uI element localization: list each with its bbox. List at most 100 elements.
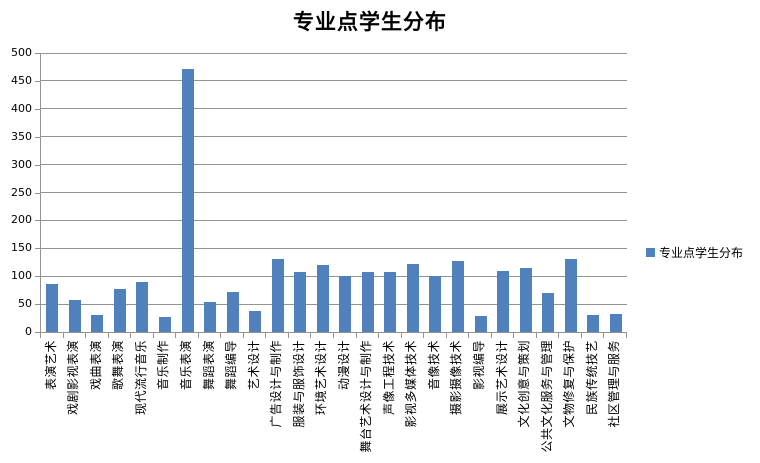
x-category-label: 戏剧影视表演	[66, 340, 81, 416]
plot-area	[40, 52, 627, 333]
x-axis-tick	[445, 333, 447, 338]
bar	[384, 272, 397, 332]
y-axis-tick	[35, 53, 40, 54]
y-tick-label: 450	[11, 73, 32, 87]
x-category-label: 戏曲表演	[88, 340, 103, 391]
bar	[429, 276, 442, 332]
bar	[68, 300, 81, 332]
gridline	[41, 164, 627, 166]
x-category-label: 公共文化服务与管理	[539, 340, 554, 453]
x-category-label: 音像技术	[426, 340, 441, 391]
x-axis-tick	[423, 333, 425, 338]
x-axis-tick	[220, 333, 222, 338]
gridline	[41, 52, 627, 54]
bar	[158, 317, 171, 332]
y-axis-tick	[35, 220, 40, 222]
x-axis-tick	[378, 333, 380, 338]
y-axis-tick	[35, 164, 40, 166]
gridline	[41, 108, 627, 110]
x-axis-tick	[62, 333, 64, 338]
x-axis-tick	[40, 333, 41, 338]
y-tick-label: 150	[11, 241, 32, 255]
bar	[609, 314, 622, 332]
bar	[136, 282, 149, 332]
x-category-label: 影视编导	[472, 340, 486, 391]
bar	[113, 289, 126, 332]
x-category-label: 声像工程技术	[381, 340, 396, 416]
y-axis-tick	[35, 108, 40, 110]
x-axis-tick	[152, 333, 154, 338]
x-category-label: 民族传统技艺	[584, 340, 599, 416]
gridline	[41, 247, 627, 249]
x-axis-tick	[175, 333, 177, 338]
bar	[316, 265, 329, 332]
x-axis-tick	[513, 333, 515, 338]
legend-label: 专业点学生分布	[659, 246, 744, 260]
y-axis-tick	[35, 80, 40, 82]
bar	[361, 272, 374, 332]
bar	[497, 271, 510, 332]
bar	[181, 69, 194, 332]
x-category-label: 舞蹈表演	[201, 340, 216, 391]
gridline	[41, 303, 627, 305]
x-axis-tick	[490, 333, 492, 338]
x-axis-tick	[580, 333, 582, 338]
gridline	[41, 192, 627, 193]
bar	[91, 315, 104, 332]
x-category-label: 环境艺术设计	[314, 340, 329, 416]
bar	[519, 268, 532, 332]
x-axis-tick	[242, 333, 244, 338]
x-category-label: 社区管理与服务	[607, 340, 622, 428]
x-axis-tick	[400, 333, 402, 338]
x-axis-tick	[107, 333, 109, 338]
x-axis-tick	[603, 333, 605, 338]
x-category-label: 广告设计与制作	[269, 340, 284, 428]
y-axis-tick	[35, 136, 40, 138]
y-tick-label: 0	[25, 325, 32, 338]
x-axis-tick	[333, 333, 334, 338]
x-category-label: 摄影摄像技术	[449, 340, 464, 416]
y-tick-label: 300	[11, 157, 32, 171]
bar	[587, 315, 600, 332]
x-category-label: 艺术设计	[246, 340, 261, 391]
x-axis-tick	[626, 333, 627, 338]
y-tick-label: 350	[11, 129, 32, 143]
x-axis-tick	[468, 333, 470, 338]
bar	[339, 276, 352, 332]
bar	[451, 261, 464, 332]
x-axis-tick	[197, 333, 199, 338]
bar	[249, 311, 262, 332]
bar	[204, 302, 217, 332]
y-tick-label: 50	[18, 297, 32, 311]
x-category-label: 展示艺术设计	[494, 340, 509, 416]
y-axis-tick	[35, 276, 40, 278]
bar	[226, 292, 239, 332]
x-category-label: 文化创意与策划	[517, 340, 532, 428]
x-category-label: 舞蹈编导	[224, 340, 239, 391]
chart-title: 专业点学生分布	[293, 9, 447, 34]
x-category-label: 舞台艺术设计与制作	[359, 340, 374, 453]
x-axis-tick	[265, 333, 267, 338]
y-tick-label: 400	[11, 101, 32, 115]
x-category-label: 文物修复与保护	[562, 340, 577, 428]
x-category-label: 音乐制作	[156, 340, 171, 391]
x-category-label: 服装与服饰设计	[291, 340, 306, 428]
legend: 专业点学生分布	[646, 244, 743, 261]
bar	[564, 259, 577, 332]
x-axis-tick	[535, 333, 537, 338]
gridline	[41, 136, 627, 138]
legend-marker-icon	[646, 248, 655, 257]
y-tick-label: 500	[11, 46, 32, 59]
x-axis-tick	[310, 333, 312, 338]
y-axis-tick	[35, 248, 40, 250]
gridline	[41, 80, 627, 82]
x-category-label: 歌舞表演	[111, 340, 126, 391]
bar	[271, 259, 284, 332]
x-category-label: 表演艺术	[43, 340, 58, 391]
y-axis-tick	[35, 332, 40, 333]
gridline	[41, 275, 627, 277]
x-axis-tick	[287, 333, 289, 338]
bar	[46, 284, 59, 332]
x-category-label: 现代流行音乐	[133, 340, 148, 416]
